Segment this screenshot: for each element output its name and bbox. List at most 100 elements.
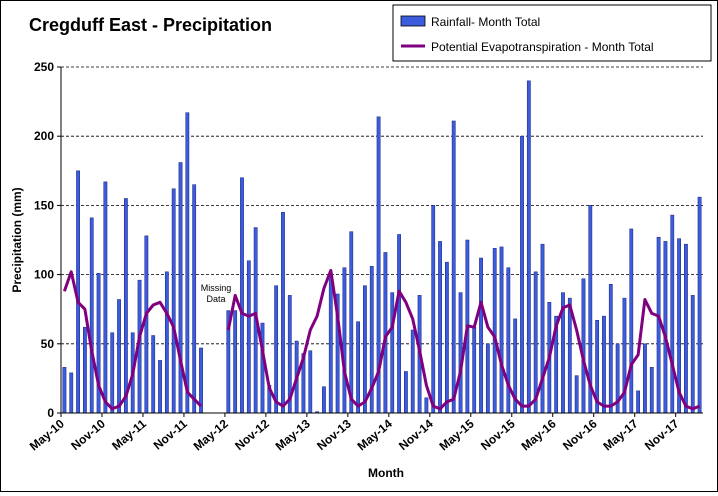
x-tick-label: Nov-14 xyxy=(396,416,436,453)
rainfall-bar xyxy=(602,315,606,414)
rainfall-bars xyxy=(62,80,702,414)
x-tick-labels: May-10 Nov-10 May-11 Nov-11 May-12 Nov-12 May-… xyxy=(27,413,682,453)
missing-data-annotation-line1: Missing xyxy=(201,283,232,293)
chart-title: Cregduff East - Precipitation xyxy=(29,15,272,35)
rainfall-bar xyxy=(574,375,579,414)
rainfall-bar xyxy=(240,177,244,414)
legend: Rainfall- Month Total Potential Evapotra… xyxy=(392,4,712,62)
rainfall-bar xyxy=(83,326,87,414)
pet-line xyxy=(62,270,203,411)
rainfall-bar xyxy=(322,386,326,414)
y-tick-label: 0 xyxy=(47,406,54,420)
rainfall-bar xyxy=(608,284,613,414)
rainfall-bar xyxy=(567,297,572,414)
rainfall-bar xyxy=(690,295,695,414)
y-tick-label: 200 xyxy=(34,129,54,143)
rainfall-bar xyxy=(397,234,401,414)
rainfall-bar xyxy=(643,343,647,414)
x-tick-label: May-14 xyxy=(355,416,395,453)
x-tick-label: May-12 xyxy=(191,416,231,453)
rainfall-bar xyxy=(663,241,668,414)
rainfall-bar xyxy=(472,326,477,414)
rainfall-bar xyxy=(192,184,197,414)
y-tick-label: 150 xyxy=(34,198,54,212)
x-tick-label: Nov-11 xyxy=(151,416,190,452)
rainfall-bar xyxy=(390,292,395,414)
rainfall-bar xyxy=(185,112,190,414)
rainfall-bar xyxy=(281,212,285,414)
rainfall-bar xyxy=(526,80,531,414)
rainfall-bar xyxy=(110,332,115,414)
x-axis-label: Month xyxy=(368,466,404,480)
rainfall-bar xyxy=(308,350,313,414)
rainfall-bar xyxy=(246,260,251,414)
rainfall-bar xyxy=(233,310,238,414)
rainfall-bar xyxy=(404,371,408,414)
rainfall-bar xyxy=(458,292,463,414)
rainfall-bar xyxy=(363,285,367,414)
x-tick-label: May-15 xyxy=(437,416,477,453)
rainfall-bar xyxy=(178,162,183,414)
rainfall-bar xyxy=(438,241,442,414)
rainfall-bar xyxy=(171,188,176,414)
rainfall-bar xyxy=(431,205,436,414)
rainfall-bar xyxy=(274,285,279,414)
rainfall-bar xyxy=(89,217,94,414)
rainfall-bar xyxy=(492,248,497,414)
rainfall-bar xyxy=(636,390,641,414)
rainfall-bar xyxy=(697,196,702,414)
rainfall-bar xyxy=(684,243,688,414)
rainfall-bar xyxy=(328,274,333,414)
axes xyxy=(60,67,703,414)
legend-rainfall-label: Rainfall- Month Total xyxy=(431,15,540,29)
y-tick-label: 50 xyxy=(41,337,55,351)
rainfall-bar xyxy=(451,120,456,414)
missing-data-annotation-line2: Data xyxy=(206,294,225,304)
rainfall-bar xyxy=(656,236,661,414)
x-tick-label: May-11 xyxy=(109,416,149,453)
rainfall-bar xyxy=(581,278,586,414)
x-tick-label: May-10 xyxy=(27,416,67,453)
pet-line xyxy=(226,268,701,411)
pet-line-group xyxy=(62,268,701,411)
x-tick-label: Nov-13 xyxy=(314,416,354,453)
rainfall-bar xyxy=(349,231,354,414)
rainfall-bar xyxy=(485,343,490,414)
legend-pet-label: Potential Evapotranspiration - Month Tot… xyxy=(431,40,654,54)
rainfall-bar xyxy=(629,228,634,414)
x-tick-label: May-13 xyxy=(273,416,313,453)
rainfall-bar xyxy=(342,267,347,414)
rainfall-bar xyxy=(424,397,429,414)
legend-rainfall-swatch xyxy=(400,15,426,27)
rainfall-bar xyxy=(158,360,162,414)
rainfall-bar xyxy=(499,246,504,414)
rainfall-bar xyxy=(117,299,121,414)
rainfall-bar xyxy=(506,267,511,414)
rainfall-bar xyxy=(151,335,156,414)
rainfall-bar xyxy=(649,367,654,414)
legend-box xyxy=(392,4,712,62)
y-tick-label: 100 xyxy=(34,268,54,282)
x-tick-label: May-17 xyxy=(600,416,640,453)
x-tick-label: Nov-10 xyxy=(68,416,108,453)
x-tick-label: Nov-16 xyxy=(560,416,600,453)
y-tick-labels: 0 50 100 150 200 250 xyxy=(34,60,61,420)
rainfall-bar xyxy=(444,261,449,414)
y-axis-label: Precipitation (mm) xyxy=(10,187,24,292)
rainfall-bar xyxy=(96,272,101,414)
rainfall-bar xyxy=(356,321,360,414)
rainfall-bar xyxy=(520,135,524,414)
rainfall-bar xyxy=(540,243,545,414)
x-tick-label: Nov-12 xyxy=(232,416,272,453)
rainfall-bar xyxy=(164,271,169,414)
rainfall-bar xyxy=(69,372,74,414)
y-tick-label: 250 xyxy=(34,60,54,74)
rainfall-bar xyxy=(479,257,483,414)
x-tick-label: Nov-17 xyxy=(642,416,682,453)
rainfall-bar xyxy=(123,198,128,414)
rainfall-bar xyxy=(670,214,675,414)
rainfall-bar xyxy=(103,181,108,414)
rainfall-bar xyxy=(144,235,149,414)
